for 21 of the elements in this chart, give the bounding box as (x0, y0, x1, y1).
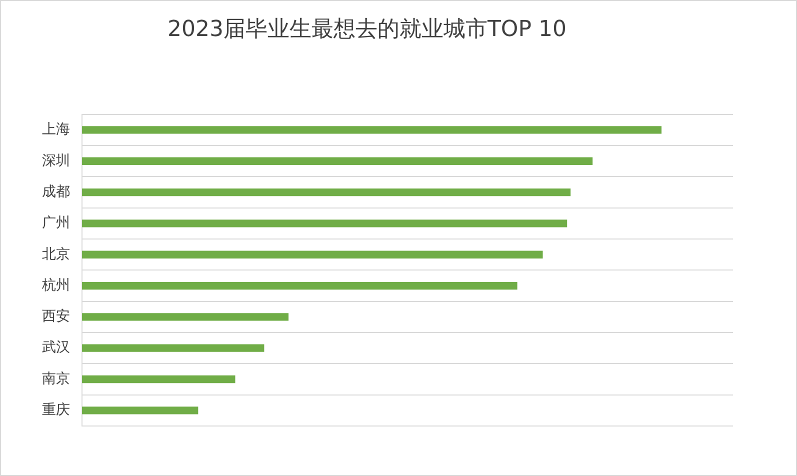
bar (82, 188, 571, 196)
y-tick-label: 成都 (42, 184, 70, 200)
bar (82, 375, 236, 384)
y-tick-label: 上海 (42, 122, 70, 138)
y-tick-label: 西安 (42, 308, 70, 325)
y-tick-label: 广州 (42, 215, 70, 232)
bar (82, 220, 568, 228)
bar (82, 313, 289, 321)
chart-title: 2023届毕业生最想去的就业城市TOP 10 (168, 16, 566, 42)
bar (82, 126, 662, 134)
y-tick-label: 杭州 (41, 277, 70, 294)
y-tick-label: 深圳 (42, 152, 70, 169)
bar (82, 406, 198, 414)
bar (82, 250, 543, 258)
y-tick-label: 武汉 (42, 340, 70, 356)
bar (82, 157, 593, 165)
bar (82, 344, 264, 352)
bar (82, 282, 518, 290)
y-tick-label: 北京 (42, 246, 70, 262)
y-tick-label: 重庆 (42, 402, 70, 418)
y-tick-label: 南京 (42, 370, 70, 387)
